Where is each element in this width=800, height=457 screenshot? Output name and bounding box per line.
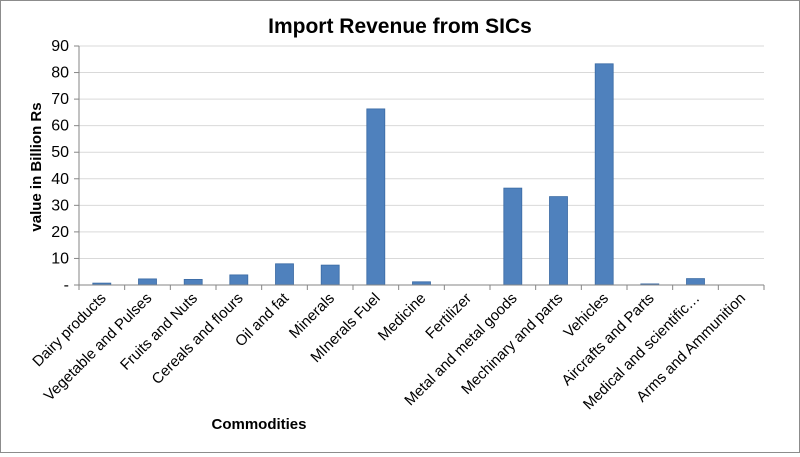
y-tick-label: - bbox=[64, 277, 69, 294]
bar bbox=[503, 187, 523, 286]
y-tick-label: 50 bbox=[51, 144, 69, 161]
bar bbox=[366, 108, 386, 286]
bar bbox=[320, 264, 340, 286]
bars-layer bbox=[92, 63, 705, 286]
y-tick-label: 10 bbox=[51, 250, 69, 267]
bar bbox=[183, 278, 203, 286]
y-tick-label: 40 bbox=[51, 171, 69, 188]
y-tick-labels: - 10 20 30 40 50 60 70 80 90 bbox=[51, 38, 69, 294]
y-tick-label: 90 bbox=[51, 38, 69, 55]
bar bbox=[549, 196, 568, 286]
y-tick-label: 80 bbox=[51, 65, 69, 82]
x-tick-label: Medicine bbox=[375, 290, 429, 344]
y-tick-label: 70 bbox=[51, 91, 69, 108]
x-axis-title: Commodities bbox=[211, 416, 306, 433]
y-tick-label: 20 bbox=[51, 224, 69, 241]
bar bbox=[686, 278, 705, 286]
y-tick-label: 30 bbox=[51, 197, 69, 214]
y-axis-title: value in Billion Rs bbox=[28, 102, 45, 231]
bar bbox=[229, 274, 249, 286]
grid-layer bbox=[79, 45, 764, 259]
axis-layer bbox=[74, 45, 765, 290]
bar bbox=[594, 63, 614, 286]
y-tick-label: 60 bbox=[51, 118, 69, 135]
bar bbox=[275, 263, 294, 286]
chart-title: Import Revenue from SICs bbox=[268, 15, 532, 38]
bar bbox=[138, 278, 157, 286]
